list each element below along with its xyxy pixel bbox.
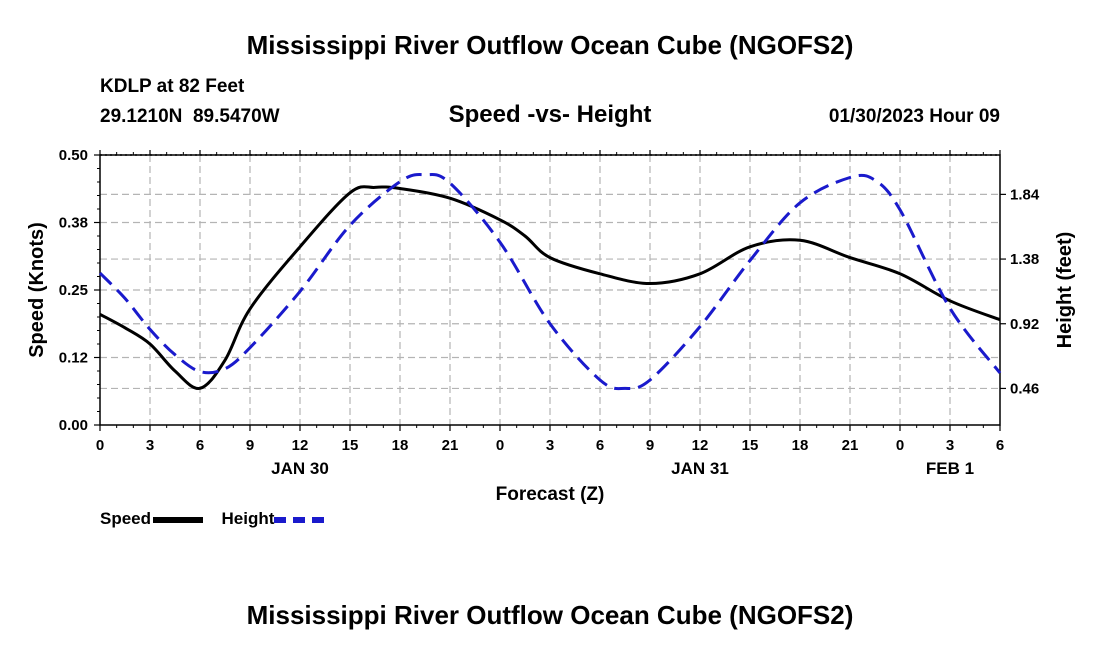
y2-tick-label: 0.46 bbox=[1010, 380, 1039, 397]
x-tick-label: 3 bbox=[146, 437, 154, 454]
axes: 0 3 6 9 12 15 18 21 0 3 6 9 12 15 18 21 0 3 6 JAN 30 JAN 31 F… bbox=[59, 147, 1040, 478]
legend-speed-label: Speed bbox=[100, 509, 152, 528]
legend: Speed Height bbox=[100, 509, 325, 529]
x-tick-label: 9 bbox=[646, 437, 654, 454]
x-tick-label: 9 bbox=[246, 437, 254, 454]
y-tick-label: 0.00 bbox=[59, 417, 88, 434]
grid bbox=[100, 155, 1000, 425]
x-tick-label: 12 bbox=[692, 437, 709, 454]
y-tick-label: 0.50 bbox=[59, 147, 88, 164]
forecast-datetime: 01/30/2023 Hour 09 bbox=[828, 106, 1000, 127]
legend-height-swatch bbox=[274, 516, 325, 523]
y2-tick-label: 1.84 bbox=[1010, 186, 1040, 203]
legend-speed-swatch bbox=[153, 516, 204, 523]
x-tick-label: 0 bbox=[96, 437, 104, 454]
footer-title: Mississippi River Outflow Ocean Cube (NG… bbox=[246, 600, 854, 630]
station-name: KDLP at 82 Feet bbox=[100, 76, 245, 97]
y-tick-label: 0.38 bbox=[59, 215, 88, 232]
x-tick-label: 3 bbox=[946, 437, 954, 454]
station-coords: 29.1210N 89.5470W bbox=[100, 106, 280, 127]
x-tick-label: 18 bbox=[392, 437, 409, 454]
x-tick-label: 0 bbox=[496, 437, 504, 454]
x-tick-label: 21 bbox=[442, 437, 459, 454]
x-tick-label: 15 bbox=[742, 437, 759, 454]
x-axis-label: Forecast (Z) bbox=[496, 484, 605, 505]
x-tick-label: 21 bbox=[842, 437, 859, 454]
y-axis-label: Speed (Knots) bbox=[26, 222, 48, 358]
x-tick-label: 15 bbox=[342, 437, 359, 454]
series bbox=[98, 172, 1002, 391]
x-tick-label: 6 bbox=[596, 437, 604, 454]
y2-tick-label: 0.92 bbox=[1010, 316, 1039, 333]
y-tick-label: 0.12 bbox=[59, 350, 88, 367]
chart-title: Speed -vs- Height bbox=[448, 101, 652, 128]
x-tick-label: 3 bbox=[546, 437, 554, 454]
x-tick-label: 6 bbox=[996, 437, 1004, 454]
y2-axis-label: Height (feet) bbox=[1054, 232, 1076, 349]
legend-height-label: Height bbox=[221, 509, 275, 528]
day-label: FEB 1 bbox=[926, 459, 974, 478]
x-tick-label: 18 bbox=[792, 437, 809, 454]
page-title: Mississippi River Outflow Ocean Cube (NG… bbox=[246, 30, 854, 60]
x-tick-label: 12 bbox=[292, 437, 309, 454]
day-label: JAN 31 bbox=[671, 459, 729, 478]
day-label: JAN 30 bbox=[271, 459, 329, 478]
y2-tick-label: 1.38 bbox=[1010, 251, 1039, 268]
x-tick-label: 0 bbox=[896, 437, 904, 454]
x-tick-label: 6 bbox=[196, 437, 204, 454]
y-tick-label: 0.25 bbox=[59, 282, 88, 299]
series-line-height bbox=[98, 172, 1002, 391]
